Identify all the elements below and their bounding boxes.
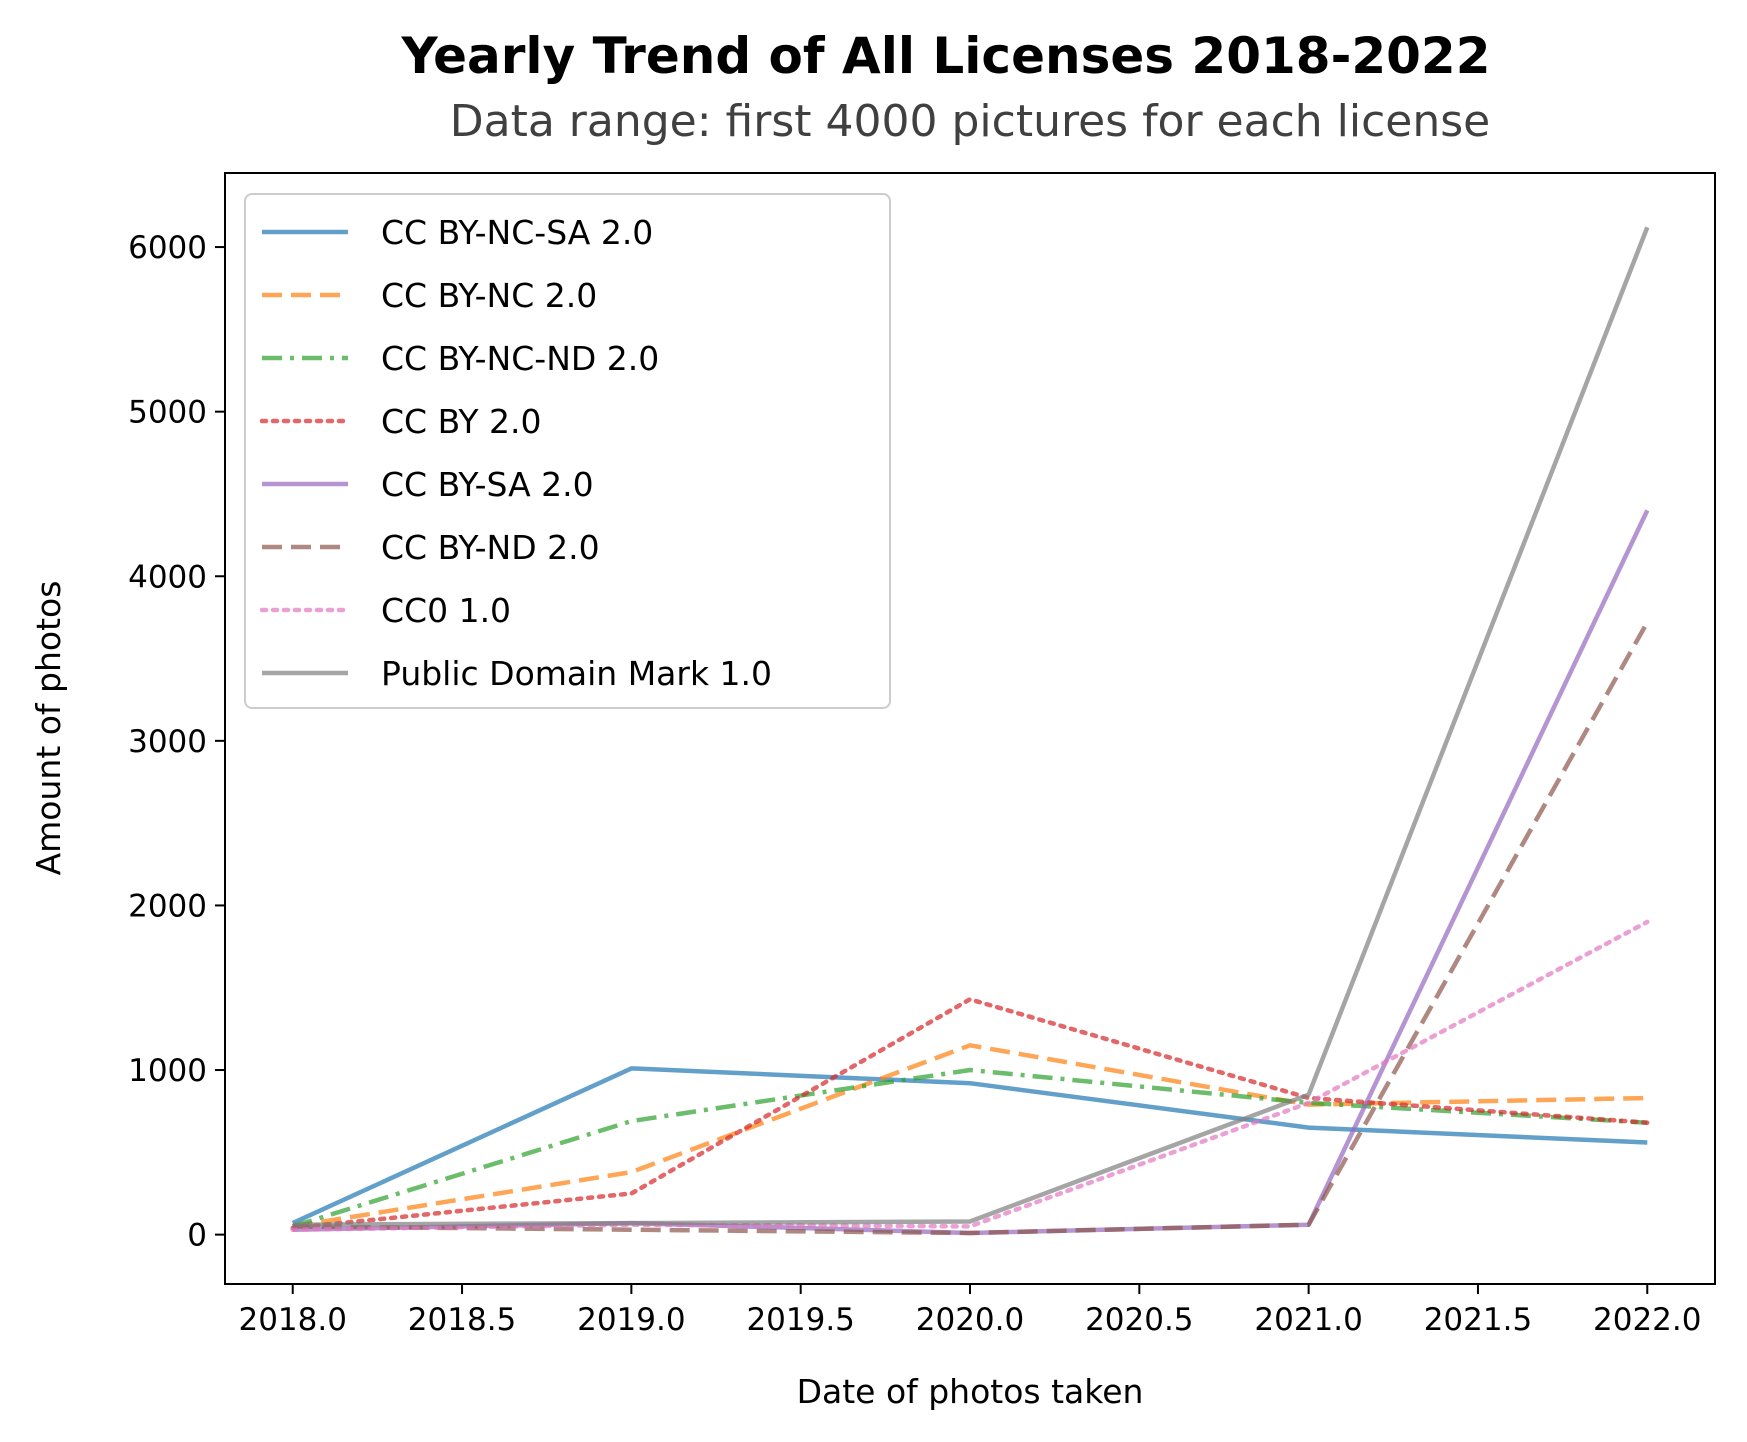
ticks-layer: 2018.0 2018.5 2019.0 2019.5 2020.0 2020.5 2021… — [128, 230, 1701, 1338]
y-tick-label: 4000 — [128, 559, 207, 595]
chart-title: Yearly Trend of All Licenses 2018-2022 — [401, 27, 1491, 85]
x-tick-label: 2019.5 — [746, 1302, 854, 1338]
x-tick-label: 2021.5 — [1424, 1302, 1532, 1338]
y-tick-label: 0 — [187, 1218, 207, 1254]
series-line-7 — [292, 226, 1650, 1227]
y-tick-label: 6000 — [128, 230, 207, 266]
y-tick-label: 3000 — [128, 724, 207, 760]
x-tick-label: 2020.5 — [1085, 1302, 1193, 1338]
x-tick-label: 2020.0 — [916, 1302, 1024, 1338]
series-line-2 — [292, 1067, 1648, 1229]
series-line-5 — [292, 621, 1650, 1236]
legend-label-1: CC BY-NC 2.0 — [381, 276, 597, 315]
y-tick-label: 5000 — [128, 395, 207, 431]
legend-label-0: CC BY-NC-SA 2.0 — [381, 213, 653, 252]
series-line-0 — [291, 1066, 1648, 1226]
x-tick-label: 2022.0 — [1593, 1302, 1701, 1338]
series-line-3 — [290, 997, 1650, 1231]
legend-label-7: Public Domain Mark 1.0 — [381, 654, 772, 693]
y-tick-label: 2000 — [128, 888, 207, 924]
legend-label-4: CC BY-SA 2.0 — [381, 465, 594, 504]
chart-subtitle: Data range: first 4000 pictures for each… — [450, 96, 1491, 147]
x-axis-label: Date of photos taken — [797, 1372, 1144, 1411]
y-tick-label: 1000 — [128, 1053, 207, 1089]
x-tick-label: 2018.5 — [408, 1302, 516, 1338]
series-line-6 — [290, 919, 1650, 1232]
x-tick-label: 2019.0 — [577, 1302, 685, 1338]
plot-frame — [224, 172, 1716, 1285]
legend-label-3: CC BY 2.0 — [381, 402, 542, 441]
x-tick-label: 2021.0 — [1254, 1302, 1362, 1338]
series-line-1 — [292, 1043, 1648, 1229]
legend: CC BY-NC-SA 2.0 CC BY-NC 2.0 CC BY-NC-ND 2… — [244, 193, 891, 709]
series-layer — [290, 226, 1650, 1236]
legend-label-5: CC BY-ND 2.0 — [381, 528, 600, 567]
x-tick-label: 2018.0 — [238, 1302, 346, 1338]
legend-label-2: CC BY-NC-ND 2.0 — [381, 339, 659, 378]
legend-label-6: CC0 1.0 — [381, 591, 511, 630]
y-axis-label: Amount of photos — [29, 581, 68, 876]
legend-box — [244, 193, 891, 709]
